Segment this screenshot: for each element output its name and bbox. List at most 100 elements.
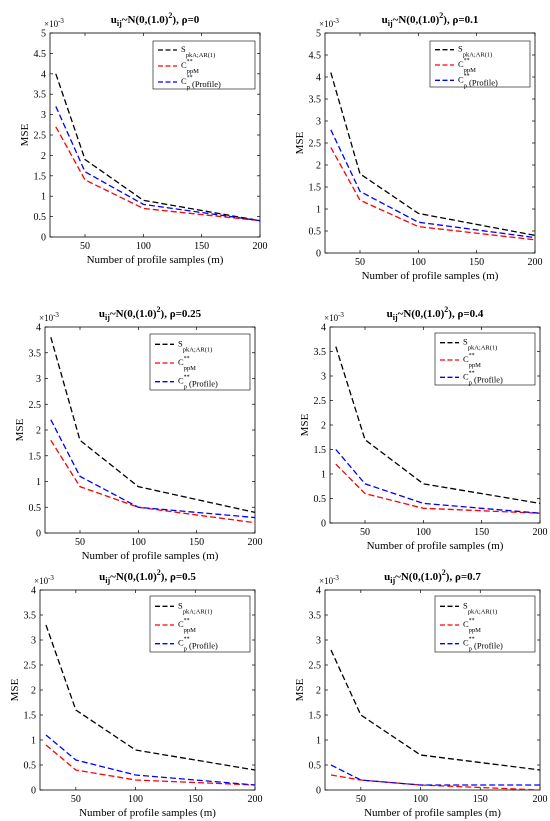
series-line-2 <box>45 734 256 786</box>
x-tick-label: 100 <box>131 537 146 548</box>
legend-sup: ** <box>184 375 190 381</box>
y-tick-label: 2 <box>41 151 46 162</box>
y-tick-label: 0 <box>41 233 46 244</box>
legend-entry-2: C** p (Profile) <box>463 370 503 386</box>
legend-sub: p <box>184 384 187 391</box>
legend-entry-0: SpkA;AR(1) <box>181 44 215 59</box>
legend-symbol: C <box>181 60 187 70</box>
series-line-1 <box>45 744 256 786</box>
y-tick-label: 3 <box>41 110 46 121</box>
y-tick-label: 3 <box>316 636 321 647</box>
y-exponent-label: ×10-3 <box>319 574 339 586</box>
legend-symbol: C <box>463 619 469 629</box>
legend-sup: ** <box>187 59 193 65</box>
y-tick-label: 2.5 <box>309 139 322 150</box>
series-line-2 <box>50 419 256 519</box>
title-sup: 2 <box>157 568 161 577</box>
legend-sub: ppM <box>187 68 200 75</box>
y-tick-label: 2 <box>36 426 41 437</box>
y-tick-label: 4 <box>321 323 326 334</box>
y-tick-label: 2.5 <box>29 400 42 411</box>
title-sup: 2 <box>442 568 446 577</box>
legend-symbol: S <box>181 44 186 54</box>
title-sub: ij <box>105 576 110 585</box>
title-mid: ~N(0,(1.0) <box>110 308 157 320</box>
legend-entry-1: C** ppM <box>463 618 481 634</box>
legend-entry-1: C** ppM <box>178 356 196 372</box>
legend-sup: ** <box>469 618 475 624</box>
legend-symbol: S <box>178 338 183 348</box>
series-line-0 <box>55 73 261 222</box>
x-tick-label: 150 <box>189 537 204 548</box>
title-main: u <box>384 571 390 583</box>
legend-entry-2: C** p (Profile) <box>458 73 498 89</box>
legend-sub: ppM <box>184 365 197 372</box>
legend-symbol: S <box>458 44 463 54</box>
chart-rho-0: 0 0.5 1 1.5 2 2.5 3 3.5 4 4.5 5 50 100 150 200 ×10-3 uij… <box>19 11 268 266</box>
x-tick-label: 200 <box>533 527 548 538</box>
y-tick-label: 2 <box>316 161 321 172</box>
y-exponent-base: ×10 <box>324 313 339 323</box>
legend-symbol: C <box>178 376 184 386</box>
chart-rho-0.7: 0 0.5 1 1.5 2 2.5 3 3.5 4 50 100 150 200 ×10-3 uij~N(0… <box>294 568 548 819</box>
x-tick-label: 50 <box>356 794 366 805</box>
y-exponent-label: ×10-3 <box>44 17 64 29</box>
y-tick-label: 2 <box>321 421 326 432</box>
x-tick-label: 150 <box>473 794 488 805</box>
x-tick-label: 100 <box>416 527 431 538</box>
x-axis-label: Number of profile samples (m) <box>367 540 504 552</box>
x-tick-label: 100 <box>128 794 143 805</box>
x-tick-label: 150 <box>469 257 484 268</box>
y-tick-label: 1 <box>316 205 321 216</box>
y-tick-label: 2.5 <box>34 131 47 142</box>
y-tick-label: 0 <box>316 249 321 260</box>
legend-entry-0: SpkA;AR(1) <box>463 600 497 615</box>
y-tick-label: 2.5 <box>309 661 322 672</box>
y-tick-label: 3 <box>316 117 321 128</box>
x-tick-label: 100 <box>413 794 428 805</box>
y-tick-label: 1.5 <box>309 183 322 194</box>
chart-title: uij~N(0,(1.0)2), ρ=0.1 <box>382 11 479 28</box>
x-tick-label: 50 <box>71 794 81 805</box>
series-line-2 <box>55 106 261 222</box>
series-line-1 <box>50 439 256 524</box>
legend-sub: ppM <box>464 67 477 74</box>
legend-suffix: (Profile) <box>467 77 498 87</box>
y-tick-label: 3 <box>36 374 41 385</box>
chart-rho-0.4: 0 0.5 1 1.5 2 2.5 3 3.5 4 50 100 150 200 ×10-3 uij~N(0… <box>299 305 548 552</box>
legend-sub: p <box>469 379 472 386</box>
y-tick-label: 1 <box>316 736 321 747</box>
legend-suffix: (Profile) <box>472 374 503 384</box>
y-exponent-label: ×10-3 <box>34 574 54 586</box>
legend-entry-1: C** ppM <box>181 59 199 75</box>
title-tail: ), ρ=0.1 <box>443 14 478 26</box>
y-tick-label: 3.5 <box>309 95 322 106</box>
series-line-2 <box>330 764 540 786</box>
y-exponent-base: ×10 <box>44 19 59 29</box>
chart-title: uij~N(0,(1.0)2), ρ=0.7 <box>384 568 481 585</box>
y-tick-label: 1.5 <box>24 711 37 722</box>
y-exponent-power: -3 <box>333 17 339 25</box>
title-sup: 2 <box>157 305 161 314</box>
legend-sup: ** <box>469 637 475 643</box>
y-tick-label: 1 <box>321 470 326 481</box>
legend-sup: ** <box>464 73 470 79</box>
y-exponent-power: -3 <box>333 574 339 582</box>
y-tick-label: 5 <box>316 29 321 40</box>
legend-symbol: C <box>178 619 184 629</box>
x-axis-label: Number of profile samples (m) <box>79 807 216 819</box>
legend-box <box>434 332 536 386</box>
title-sup: 2 <box>444 305 448 314</box>
y-axis-label: MSE <box>299 413 311 436</box>
legend-symbol: C <box>458 59 464 69</box>
y-exponent-power: -3 <box>48 574 54 582</box>
title-main: u <box>99 571 105 583</box>
x-tick-label: 200 <box>533 794 548 805</box>
y-exponent-base: ×10 <box>319 19 334 29</box>
y-tick-label: 2.5 <box>24 661 37 672</box>
y-exponent-label: ×10-3 <box>324 311 344 323</box>
legend-sup: ** <box>469 370 475 376</box>
